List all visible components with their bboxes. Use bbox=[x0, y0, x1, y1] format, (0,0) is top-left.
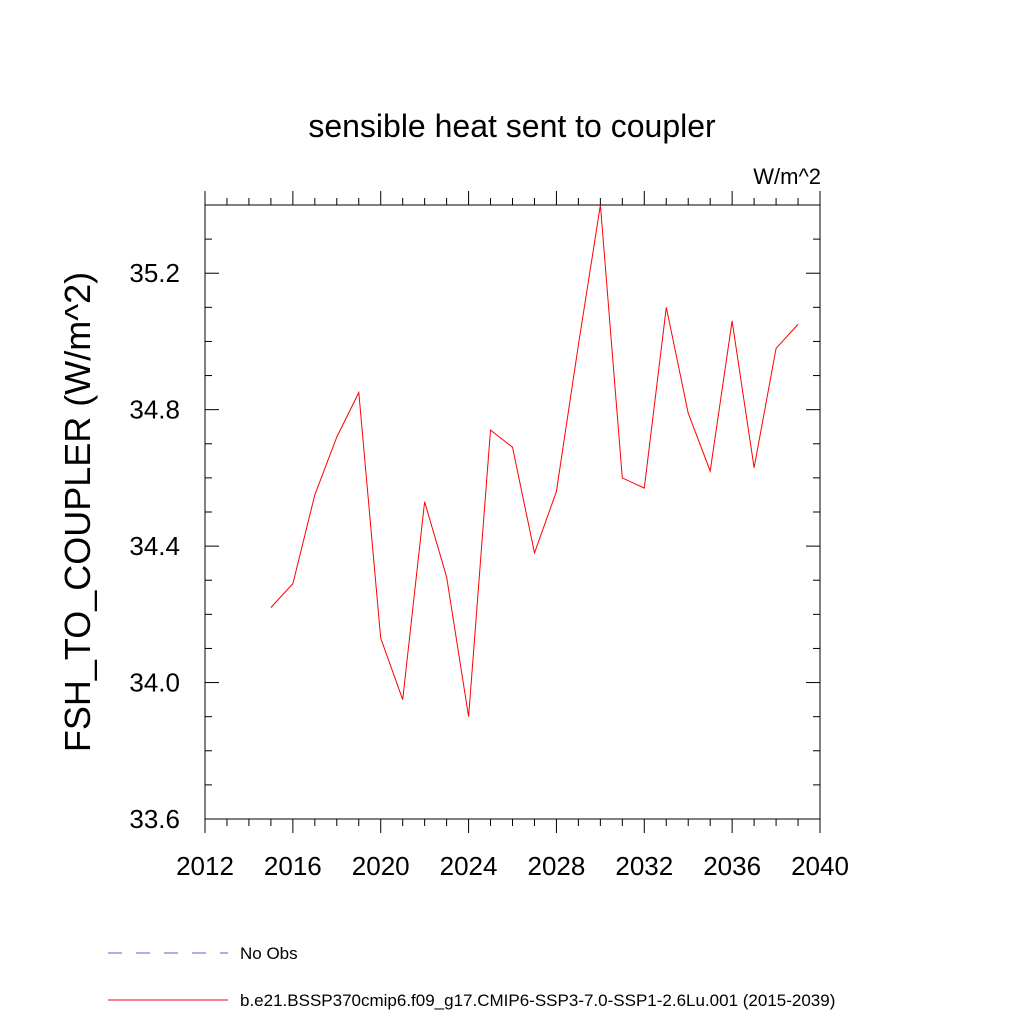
x-axis-ticks bbox=[204, 191, 821, 833]
y-tick-label: 35.2 bbox=[129, 258, 180, 288]
legend-label-series: b.e21.BSSP370cmip6.f09_g17.CMIP6-SSP3-7.… bbox=[240, 991, 835, 1010]
y-tick-label: 33.6 bbox=[129, 804, 180, 834]
series-layer bbox=[270, 204, 799, 717]
x-tick-label: 2032 bbox=[615, 851, 673, 881]
x-tick-label: 2036 bbox=[703, 851, 761, 881]
series-line bbox=[270, 204, 799, 717]
y-axis-tick-labels: 33.6 34.0 34.4 34.8 35.2 bbox=[129, 258, 180, 834]
x-tick-label: 2040 bbox=[791, 851, 849, 881]
y-axis-label: FSH_TO_COUPLER (W/m^2) bbox=[57, 272, 98, 752]
x-tick-label: 2012 bbox=[176, 851, 234, 881]
y-tick-label: 34.4 bbox=[129, 531, 180, 561]
x-tick-label: 2024 bbox=[440, 851, 498, 881]
y-tick-label: 34.0 bbox=[129, 668, 180, 698]
x-tick-label: 2020 bbox=[352, 851, 410, 881]
y-tick-label: 34.8 bbox=[129, 395, 180, 425]
legend: No Obs b.e21.BSSP370cmip6.f09_g17.CMIP6-… bbox=[108, 944, 835, 1010]
legend-label-no-obs: No Obs bbox=[240, 944, 298, 963]
chart-title: sensible heat sent to coupler bbox=[308, 108, 716, 144]
x-axis-tick-labels: 2012 2016 2020 2024 2028 2032 2036 2040 bbox=[176, 851, 849, 881]
plot-frame bbox=[204, 204, 821, 820]
x-tick-label: 2028 bbox=[528, 851, 586, 881]
y-axis-ticks bbox=[205, 238, 820, 820]
x-tick-label: 2016 bbox=[264, 851, 322, 881]
units-label: W/m^2 bbox=[753, 164, 821, 189]
